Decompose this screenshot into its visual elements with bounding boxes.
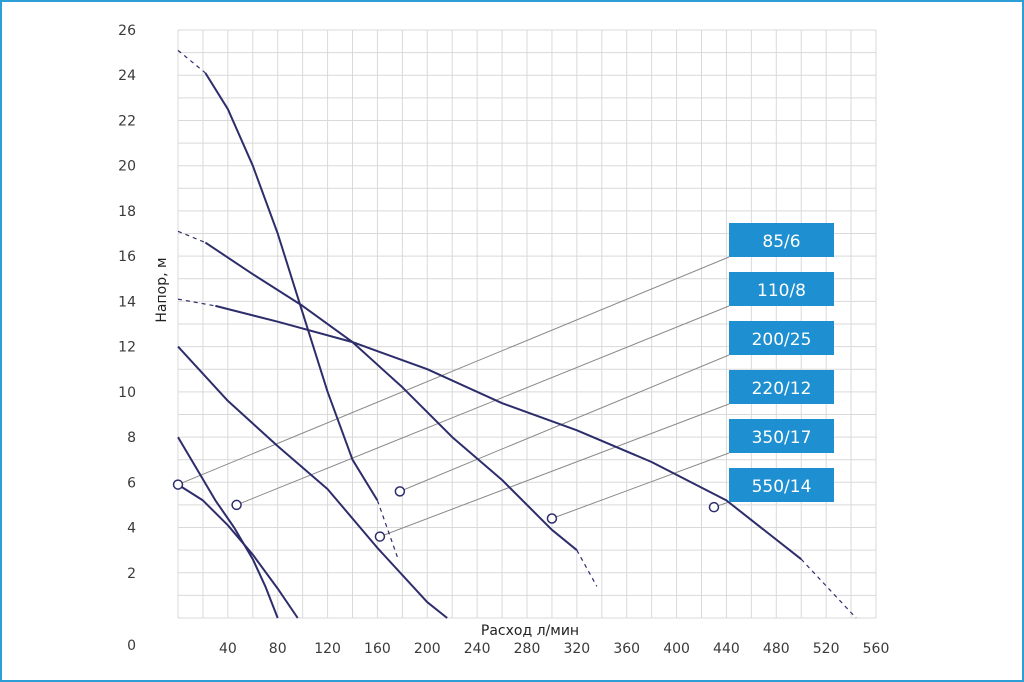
operating-point-marker: [708, 501, 720, 513]
x-tick-label: 160: [364, 641, 391, 657]
curve-110-8: [177, 483, 299, 619]
y-tick-label: 18: [118, 204, 136, 220]
curve-220-12: [177, 345, 448, 619]
operating-point-marker: [394, 486, 406, 497]
y-tick-label: 4: [127, 521, 136, 537]
legend-box: [729, 468, 834, 502]
legend: 85/6 110/8 200/25 220/12 350/17 550/14: [729, 223, 834, 502]
curve-85-6: [177, 436, 279, 619]
x-tick-label: 320: [563, 641, 590, 657]
operating-point-marker: [546, 513, 558, 524]
operating-point-marker: [172, 479, 184, 490]
y-tick-label: 20: [118, 159, 136, 175]
y-tick-label: 14: [118, 294, 136, 310]
leader-lines: [177, 256, 730, 538]
operating-point-marker: [374, 531, 386, 542]
leader-line: [399, 354, 730, 492]
x-tick-label: 360: [613, 641, 640, 657]
x-axis-title: Расход л/мин: [481, 623, 579, 639]
x-tick-label: 280: [514, 641, 541, 657]
y-tick-label: 10: [118, 385, 136, 401]
curve-extension-dashed: [376, 500, 398, 558]
x-tick-label: 560: [863, 641, 890, 657]
leader-line: [379, 403, 730, 538]
curve-markers: [172, 479, 720, 542]
legend-label: 550/14: [752, 477, 812, 497]
y-tick-label: 6: [127, 475, 136, 491]
y-tick-label: 24: [118, 68, 136, 84]
curve-550-14: [215, 304, 802, 560]
legend-box: [729, 419, 834, 453]
legend-label: 110/8: [757, 281, 806, 301]
y-tick-label: 0: [127, 638, 136, 654]
y-tick-label: 22: [118, 113, 136, 129]
legend-box: [729, 223, 834, 257]
x-tick-label: 480: [763, 641, 790, 657]
x-tick-label: 200: [414, 641, 441, 657]
x-tick-label: 440: [713, 641, 740, 657]
legend-box: [729, 321, 834, 355]
y-tick-label: 2: [127, 566, 136, 582]
x-tick-label: 120: [314, 641, 341, 657]
curve-extension-dashed: [177, 230, 206, 244]
y-axis-title: Напор, м: [154, 257, 170, 322]
legend-label: 350/17: [752, 428, 812, 448]
x-tick-label: 80: [269, 641, 287, 657]
x-axis-ticks: 40 80 120 160 200 240 280 320 360 400 440 480 520 560: [219, 641, 889, 657]
curve-extension-dashed: [576, 549, 598, 587]
curve-350-17: [204, 241, 578, 551]
leader-line: [551, 452, 730, 519]
curve-extension-dashed: [800, 558, 857, 619]
y-tick-label: 16: [118, 249, 136, 265]
legend-box: [729, 370, 834, 404]
x-tick-label: 240: [464, 641, 491, 657]
y-tick-label: 12: [118, 340, 136, 356]
y-tick-label: 8: [127, 430, 136, 446]
legend-label: 85/6: [762, 232, 800, 252]
legend-label: 200/25: [752, 330, 812, 350]
curve-extension-dashed: [177, 298, 216, 307]
leader-line: [236, 305, 730, 506]
operating-point-marker: [231, 499, 242, 511]
pump-curves: [177, 49, 857, 619]
leader-line: [177, 256, 730, 486]
curve-extension-dashed: [177, 49, 206, 74]
legend-box: [729, 272, 834, 306]
y-tick-label: 26: [118, 23, 136, 39]
grid: [177, 29, 877, 619]
x-tick-label: 400: [663, 641, 690, 657]
x-tick-label: 40: [219, 641, 237, 657]
legend-label: 220/12: [752, 379, 812, 399]
x-tick-label: 520: [813, 641, 840, 657]
curve-200-25: [204, 72, 379, 501]
